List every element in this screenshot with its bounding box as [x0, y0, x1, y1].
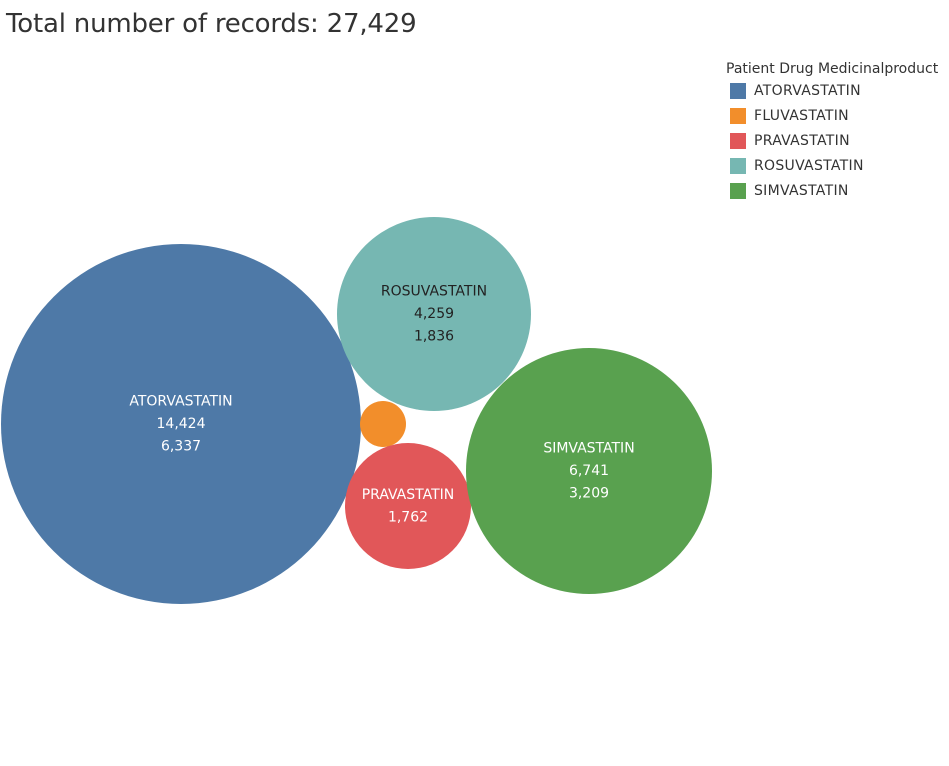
legend-label: FLUVASTATIN	[754, 107, 849, 124]
bubble-label-secondary-simvastatin: 3,209	[569, 486, 609, 502]
chart-title: Total number of records: 27,429	[6, 9, 417, 39]
bubble-label-secondary-rosuvastatin: 1,836	[414, 329, 454, 345]
bubble-label-secondary-atorvastatin: 6,337	[161, 439, 201, 455]
legend-swatch	[730, 107, 746, 124]
legend-item-fluvastatin[interactable]: FLUVASTATIN	[726, 103, 948, 128]
legend-title: Patient Drug Medicinalproduct	[726, 61, 939, 77]
bubble-rosuvastatin[interactable]	[337, 217, 531, 411]
legend-label: SIMVASTATIN	[754, 182, 849, 199]
bubble-pravastatin[interactable]	[345, 443, 471, 569]
legend-swatch	[730, 182, 746, 199]
bubble-label-name-atorvastatin: ATORVASTATIN	[129, 394, 232, 410]
bubble-chart: ATORVASTATIN 14,424 6,337 ROSUVASTATIN 4,259…	[1, 217, 712, 604]
legend-swatch	[730, 157, 746, 174]
legend-swatch	[730, 132, 746, 149]
legend-label: ATORVASTATIN	[754, 82, 861, 99]
bubble-label-name-simvastatin: SIMVASTATIN	[543, 441, 634, 457]
legend-item-rosuvastatin[interactable]: ROSUVASTATIN	[726, 153, 948, 178]
legend-item-pravastatin[interactable]: PRAVASTATIN	[726, 128, 948, 153]
bubble-label-value-simvastatin: 6,741	[569, 463, 609, 479]
legend: Patient Drug Medicinalproduct ATORVASTAT…	[726, 60, 948, 203]
bubble-simvastatin[interactable]	[466, 348, 712, 594]
legend-swatch	[730, 82, 746, 99]
bubble-label-name-rosuvastatin: ROSUVASTATIN	[381, 284, 487, 300]
bubble-label-value-rosuvastatin: 4,259	[414, 306, 454, 322]
legend-item-simvastatin[interactable]: SIMVASTATIN	[726, 178, 948, 203]
bubble-fluvastatin[interactable]	[360, 401, 406, 447]
bubble-label-value-pravastatin: 1,762	[388, 509, 428, 525]
legend-label: ROSUVASTATIN	[754, 157, 864, 174]
bubble-atorvastatin[interactable]	[1, 244, 361, 604]
legend-item-atorvastatin[interactable]: ATORVASTATIN	[726, 78, 948, 103]
bubble-label-name-pravastatin: PRAVASTATIN	[362, 487, 455, 503]
bubble-label-value-atorvastatin: 14,424	[157, 416, 206, 432]
legend-label: PRAVASTATIN	[754, 132, 850, 149]
